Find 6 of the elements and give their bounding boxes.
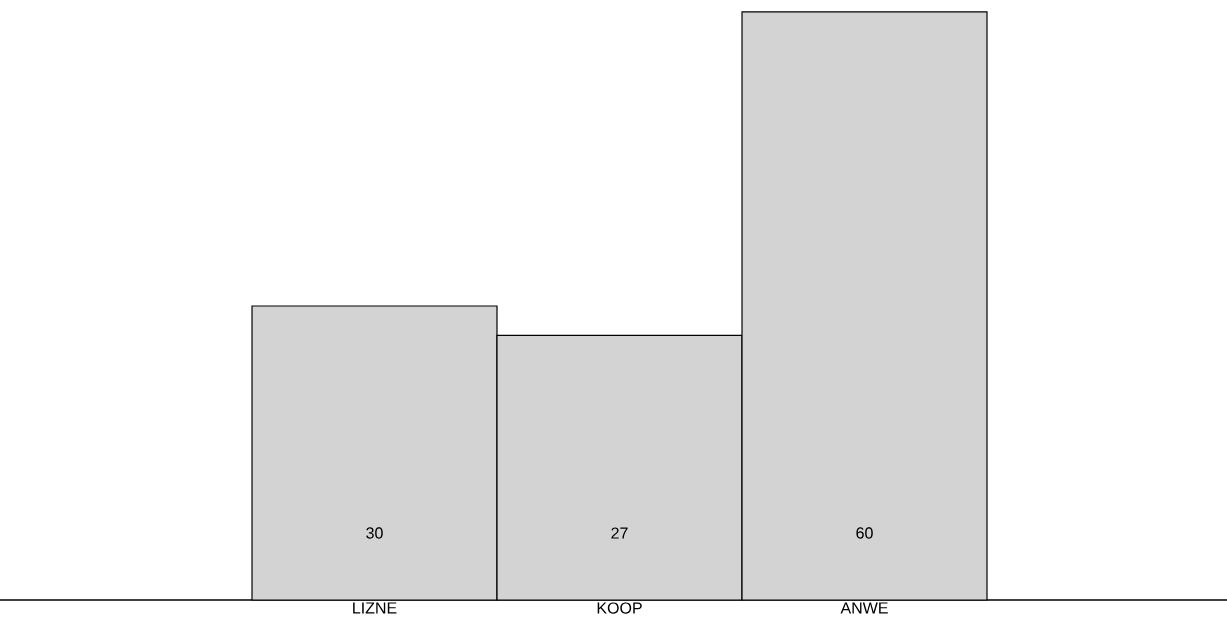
data-label: 60 [856, 527, 873, 539]
x-tick-label: LIZNE [353, 602, 397, 614]
x-tick-label: ANWE [840, 602, 888, 614]
data-label: 27 [611, 527, 628, 539]
data-label: 30 [366, 527, 383, 539]
x-tick-label: KOOP [597, 602, 642, 614]
